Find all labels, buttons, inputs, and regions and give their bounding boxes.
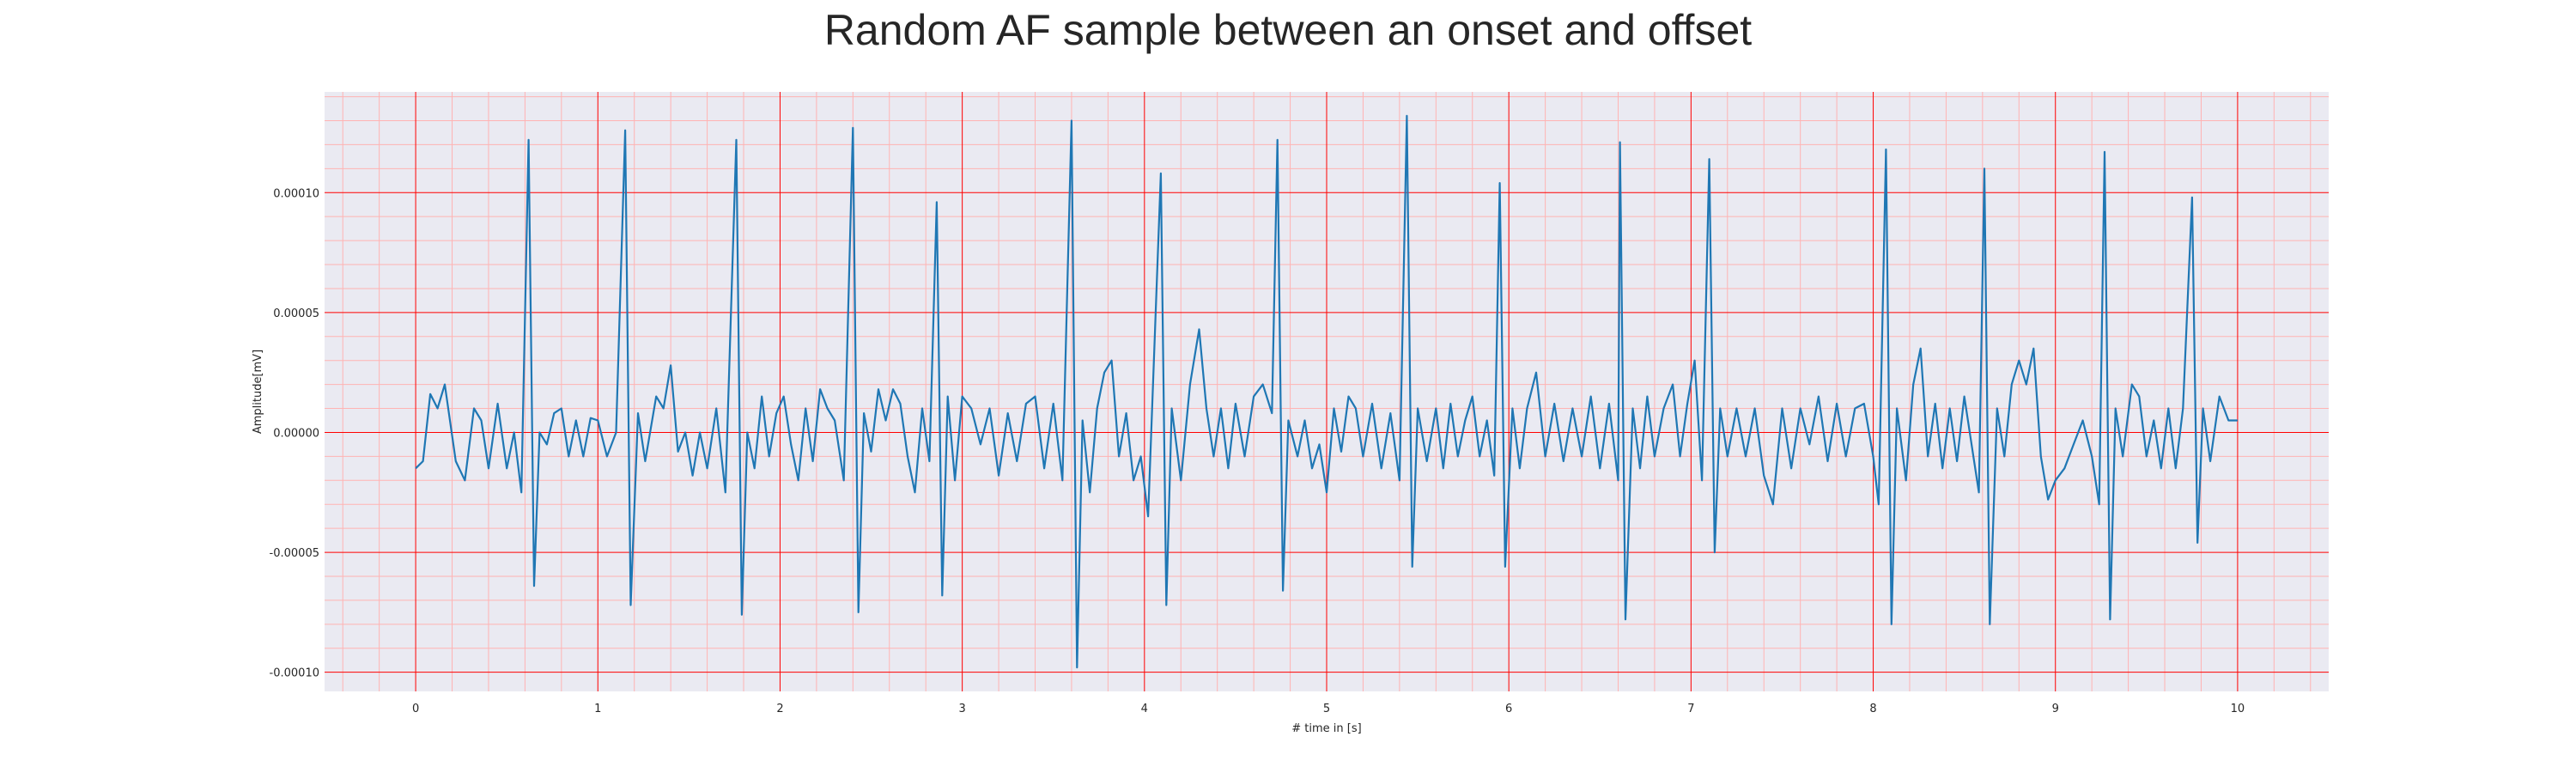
y-axis-label: Amplitude[mV] — [252, 350, 264, 434]
x-tick-label: 0 — [412, 703, 419, 715]
x-tick-label: 8 — [1869, 703, 1876, 715]
y-tick-label: -0.00005 — [270, 547, 319, 560]
series-line — [415, 114, 2238, 669]
x-tick-labels: 0 1 2 3 4 5 6 7 8 9 10 — [412, 703, 2245, 715]
y-tick-label: 0.00010 — [273, 187, 319, 200]
x-tick-label: 2 — [776, 703, 783, 715]
y-tick-labels: -0.00010 -0.00005 0.00000 0.00005 0.00010 — [270, 187, 319, 679]
y-tick-label: -0.00010 — [270, 667, 319, 680]
x-tick-label: 6 — [1505, 703, 1512, 715]
x-tick-label: 4 — [1141, 703, 1148, 715]
major-gridlines — [325, 92, 2329, 691]
chart-title: Random AF sample between an onset and of… — [823, 6, 1753, 54]
y-tick-label: 0.00000 — [273, 427, 319, 440]
x-tick-label: 10 — [2231, 703, 2245, 715]
x-tick-label: 5 — [1323, 703, 1330, 715]
x-axis-label: # time in [s] — [1291, 722, 1361, 735]
x-tick-label: 3 — [958, 703, 965, 715]
y-tick-label: 0.00005 — [273, 307, 319, 320]
x-tick-label: 7 — [1687, 703, 1694, 715]
x-tick-label: 1 — [594, 703, 601, 715]
x-tick-label: 9 — [2052, 703, 2059, 715]
